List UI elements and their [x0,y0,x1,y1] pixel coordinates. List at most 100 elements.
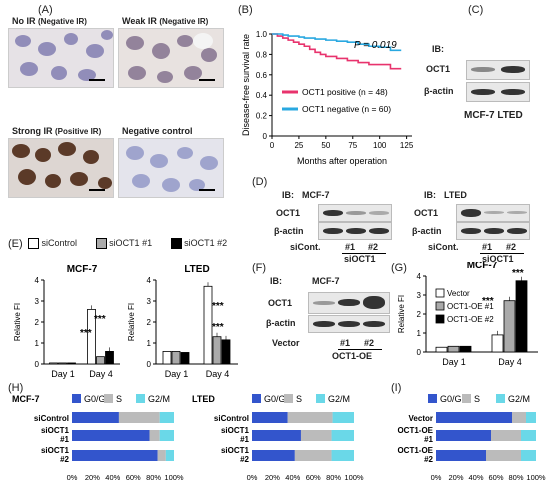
ihc-caption-negative-control: Negative control [122,126,193,136]
x-tick-label: 100% [526,473,546,482]
stacked-segment [72,412,119,423]
y-tick-label: 2 [417,310,422,319]
stacked-segment [300,430,332,441]
stacked-chart-h-lted: LTED G0/G1 S G2/MsiControlsiOCT1#1siOCT1#20… [192,394,364,482]
band [313,301,335,305]
blot-f-ib-label: IB: [270,276,282,286]
blot-d2-oct1-label: OCT1 [414,208,439,218]
blot-d1-actin-label: β-actin [274,226,304,236]
bar [171,351,181,365]
ihc-image-strong-ir [8,138,114,198]
blot-f-lane1: Vector [272,338,300,348]
legend-label: G0/G1 [84,394,111,404]
legend-label: G2/M [508,394,530,404]
legend-swatch [104,394,113,403]
x-tick-label: 60% [306,473,321,482]
x-tick-label: Day 1 [51,369,75,379]
y-axis-label: Disease-free survival rate [241,34,251,136]
band [313,321,335,327]
bar [435,346,448,353]
ihc-caption-weak-ir: Weak IR (Negative IR) [122,16,208,26]
blot-c-ib-label: IB: [432,44,444,54]
stacked-segment [157,450,166,461]
blot-f-oct1 [308,292,390,314]
blot-d2-group-label: siOCT1 [482,254,514,264]
ihc-caption-weak-ir-text: Weak IR [122,16,157,26]
y-tick-label: 1 [35,339,40,348]
y-tick-label: 1 [147,339,152,348]
row-label: OCT1-OE [397,446,433,455]
x-tick-label: 125 [400,141,414,150]
bar [67,362,76,365]
panel-label-h: (H) [8,382,24,394]
survival-chart: 0 0.2 0.4 0.6 0.8 1.0 0 25 50 75 100 125 Months afte… [241,30,414,166]
blot-d2-lane2: #1 [482,242,493,252]
y-axis-label: Relative FI [13,303,22,341]
row-label: siControl [34,414,69,423]
x-axis-label: Months after operation [297,156,387,166]
band [471,89,495,95]
stacked-segment [252,412,288,423]
x-tick-label: Day 1 [442,357,466,367]
y-tick-label: 0.4 [256,91,268,100]
row-label: OCT1-OE [397,426,433,435]
stacked-segment [491,430,521,441]
bar [58,362,67,365]
blot-d2-lane1: siCont. [428,242,459,252]
blot-d1-oct1-label: OCT1 [276,208,301,218]
bar [515,280,528,353]
y-tick-label: 2 [147,318,152,327]
x-tick-label: 0% [67,473,78,482]
bar-chart-e-mcf7: MCF-7 0 1 2 3 4 Relative FI Day 1 Day 4 ****** [13,264,120,379]
blot-d1-group-label: siOCT1 [344,254,376,264]
x-tick-label: 0% [247,473,258,482]
significance-marker: *** [512,268,524,279]
blot-c-actin-label: β-actin [424,86,454,96]
chart-title: LTED [184,264,209,275]
stacked-segment [118,412,160,423]
ihc-caption-strong-ir-tag: (Positive IR) [55,127,102,136]
blot-d2-title: LTED [444,190,467,200]
row-label: Vector [409,414,433,423]
blot-f-lane2: #1 [340,338,351,348]
stacked-segment [512,412,526,423]
x-tick-label: 20% [265,473,280,482]
stacked-segment [436,450,486,461]
bar [49,362,58,365]
stacked-segment [521,450,536,461]
legend-swatch [496,394,505,403]
row-label: siControl [214,414,249,423]
stacked-segment [436,430,491,441]
stacked-segment [72,430,150,441]
band [461,209,481,217]
x-tick-label: Day 4 [498,357,522,367]
blot-f-group-label: OCT1-OE [332,351,373,361]
row-label: #2 [424,455,433,464]
band [363,296,385,309]
blot-f-oct1-label: OCT1 [268,298,293,308]
band [323,228,343,234]
band [346,211,366,215]
blot-d1-lane1: siCont. [290,242,321,252]
significance-marker: *** [80,328,92,339]
band [461,228,481,234]
blot-f-actin [308,315,390,333]
blot-d1-ib-label: IB: [282,190,294,200]
stacked-chart-h-mcf7: MCF-7 G0/G1 S G2/MsiControlsiOCT1#1siOCT1#2… [12,394,184,482]
blot-d1-lane2: #1 [345,242,356,252]
band [346,228,366,234]
x-tick-label: 100 [373,141,387,150]
x-tick-label: Day 4 [89,369,113,379]
row-label: #2 [60,455,69,464]
legend-label: OCT1-OE #1 [447,302,494,311]
y-tick-label: 1 [417,329,422,338]
panel-label-c: (C) [468,4,484,16]
blot-f-title: MCF-7 [312,276,340,286]
legend-swatch [428,394,437,403]
significance-marker: *** [94,314,106,325]
y-tick-label: 0 [35,360,40,369]
legend-e: siControl siOCT1 #1 siOCT1 #2 [28,238,227,250]
stacked-segment [165,450,174,461]
x-tick-label: 80% [508,473,523,482]
x-tick-label: 0 [270,141,275,150]
